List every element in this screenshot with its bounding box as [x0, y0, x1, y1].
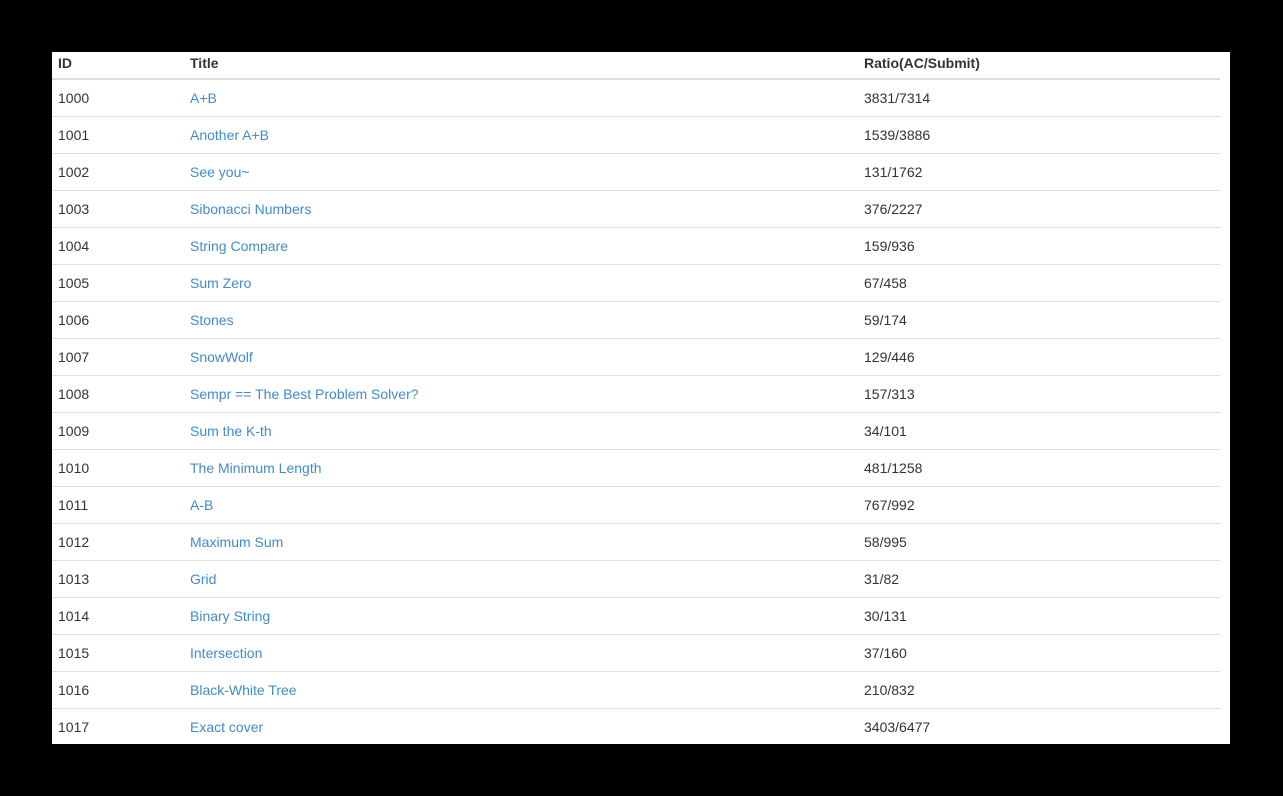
problem-title-cell: Grid — [184, 559, 858, 597]
problem-id: 1004 — [52, 226, 184, 264]
problem-title-link[interactable]: Sempr == The Best Problem Solver? — [190, 385, 419, 402]
problem-title-cell: Exact cover — [184, 707, 858, 744]
table-row: 1010 The Minimum Length 481/1258 — [52, 448, 1220, 486]
problem-id: 1000 — [58, 89, 90, 106]
table-row: 1008 Sempr == The Best Problem Solver? 157… — [52, 374, 1220, 412]
table-row: 1012 Maximum Sum 58/995 — [52, 522, 1220, 560]
problem-id: 1007 — [52, 337, 184, 375]
problem-id: 1006 — [52, 300, 184, 338]
problem-ratio: 481/1258 — [858, 448, 1220, 486]
problem-title-cell: Black-White Tree — [184, 670, 858, 708]
problem-title-cell: Sibonacci Numbers — [184, 189, 858, 227]
problem-ratio: 1539/3886 — [858, 115, 1220, 153]
problem-title-link[interactable]: A+B — [190, 89, 217, 106]
table-row: 1006 Stones 59/174 — [52, 300, 1220, 338]
problem-id: 1002 — [52, 152, 184, 190]
problem-title-link[interactable]: Another A+B — [190, 126, 270, 143]
problem-title-cell: Another A+B — [184, 115, 858, 153]
problem-title-link[interactable]: Sum the K-th — [190, 422, 272, 439]
problem-title-cell: Intersection — [184, 633, 858, 671]
problem-title-cell: Sum the K-th — [184, 411, 858, 449]
problem-id: 1001 — [52, 115, 184, 153]
problem-id: 1017 — [52, 707, 184, 744]
problem-title-link[interactable]: A-B — [190, 496, 214, 513]
problem-list-panel: ID Title Ratio(AC/Submit) 1000 A+B 3831/73… — [52, 52, 1230, 744]
problem-table: ID Title Ratio(AC/Submit) 1000 A+B 3831/73… — [52, 52, 1220, 744]
table-row: 1009 Sum the K-th 34/101 — [52, 411, 1220, 449]
problem-ratio: 159/936 — [858, 226, 1220, 264]
problem-title-cell: Stones — [184, 300, 858, 338]
table-row: 1002 See you~ 131/1762 — [52, 152, 1220, 190]
problem-title-link[interactable]: Stones — [190, 311, 234, 328]
problem-title-link[interactable]: Intersection — [190, 644, 263, 661]
problem-title-link[interactable]: Sum Zero — [190, 274, 252, 291]
problem-title-link[interactable]: SnowWolf — [190, 348, 253, 365]
header-id: ID — [52, 52, 184, 80]
problem-title-link[interactable]: Binary String — [190, 607, 271, 624]
problem-ratio: 30/131 — [858, 596, 1220, 634]
table-row: 1011 A-B 767/992 — [52, 485, 1220, 523]
table-row: 1016 Black-White Tree 210/832 — [52, 670, 1220, 708]
problem-ratio: 31/82 — [858, 559, 1220, 597]
problem-title-link[interactable]: Grid — [190, 570, 217, 587]
problem-id: 1010 — [52, 448, 184, 486]
problem-ratio: 767/992 — [858, 485, 1220, 523]
table-row: 1007 SnowWolf 129/446 — [52, 337, 1220, 375]
problem-ratio: 58/995 — [858, 522, 1220, 560]
problem-id: 1014 — [52, 596, 184, 634]
problem-id: 1016 — [52, 670, 184, 708]
problem-ratio: 129/446 — [858, 337, 1220, 375]
problem-ratio: 59/174 — [858, 300, 1220, 338]
problem-id: 1009 — [52, 411, 184, 449]
table-row: 1017 Exact cover 3403/6477 — [52, 707, 1220, 744]
problem-ratio: 157/313 — [858, 374, 1220, 412]
problem-ratio: 210/832 — [858, 670, 1220, 708]
problem-id: 1003 — [52, 189, 184, 227]
problem-ratio: 131/1762 — [858, 152, 1220, 190]
problem-ratio: 3403/6477 — [858, 707, 1220, 744]
problem-id: 1008 — [52, 374, 184, 412]
problem-title-link[interactable]: Sibonacci Numbers — [190, 200, 312, 217]
problem-title-link[interactable]: Black-White Tree — [190, 681, 297, 698]
problem-title-link[interactable]: Exact cover — [190, 718, 264, 735]
problem-ratio: 3831/7314 — [864, 89, 931, 106]
problem-title-cell: SnowWolf — [184, 337, 858, 375]
problem-title-link[interactable]: The Minimum Length — [190, 459, 322, 476]
table-row: 1014 Binary String 30/131 — [52, 596, 1220, 634]
table-row: 1003 Sibonacci Numbers 376/2227 — [52, 189, 1220, 227]
table-row: 1005 Sum Zero 67/458 — [52, 263, 1220, 301]
problem-id: 1013 — [52, 559, 184, 597]
table-header-row: ID Title Ratio(AC/Submit) — [52, 52, 1220, 80]
header-title: Title — [184, 52, 858, 80]
problem-title-cell: A+B — [184, 79, 858, 116]
problem-ratio: 37/160 — [858, 633, 1220, 671]
problem-title-cell: Maximum Sum — [184, 522, 858, 560]
table-row: 1000 A+B 3831/7314 — [52, 79, 1220, 116]
problem-title-cell: See you~ — [184, 152, 858, 190]
problem-id: 1005 — [52, 263, 184, 301]
table-row: 1004 String Compare 159/936 — [52, 226, 1220, 264]
problem-ratio: 34/101 — [858, 411, 1220, 449]
problem-title-link[interactable]: See you~ — [190, 163, 250, 180]
problem-id: 1015 — [52, 633, 184, 671]
problem-title-cell: Binary String — [184, 596, 858, 634]
table-row: 1001 Another A+B 1539/3886 — [52, 115, 1220, 153]
problem-title-cell: Sempr == The Best Problem Solver? — [184, 374, 858, 412]
problem-ratio: 67/458 — [858, 263, 1220, 301]
problem-id: 1012 — [52, 522, 184, 560]
problem-title-link[interactable]: String Compare — [190, 237, 289, 254]
header-ratio: Ratio(AC/Submit) — [858, 52, 1220, 80]
table-row: 1015 Intersection 37/160 — [52, 633, 1220, 671]
problem-id: 1011 — [52, 485, 184, 523]
table-row: 1013 Grid 31/82 — [52, 559, 1220, 597]
problem-ratio: 376/2227 — [858, 189, 1220, 227]
problem-title-cell: String Compare — [184, 226, 858, 264]
problem-title-link[interactable]: Maximum Sum — [190, 533, 284, 550]
problem-title-cell: The Minimum Length — [184, 448, 858, 486]
problem-title-cell: Sum Zero — [184, 263, 858, 301]
problem-title-cell: A-B — [184, 485, 858, 523]
